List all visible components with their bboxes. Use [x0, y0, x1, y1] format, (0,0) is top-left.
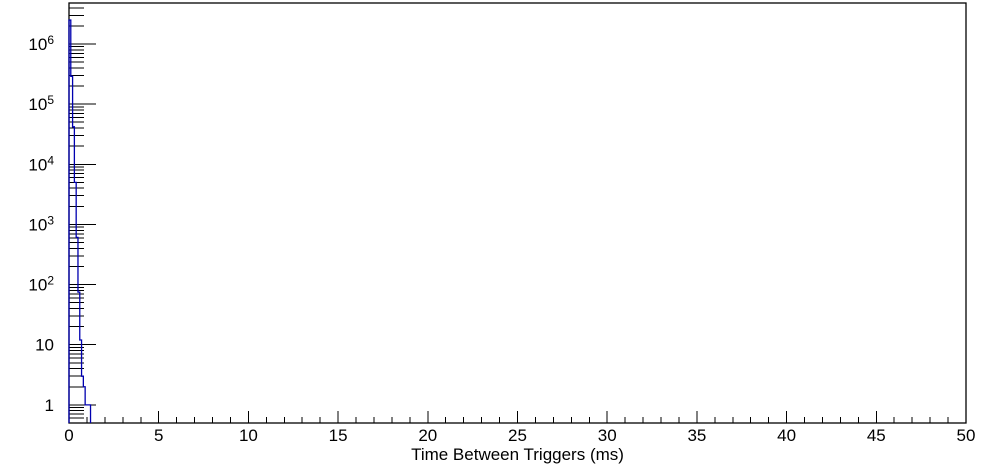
x-axis-tick-label: 50	[957, 426, 976, 445]
x-axis-tick-label: 40	[777, 426, 796, 445]
x-axis-tick-label: 25	[508, 426, 527, 445]
x-axis-title: Time Between Triggers (ms)	[411, 445, 624, 464]
y-axis-tick-label: 1	[45, 396, 54, 415]
x-axis-tick-label: 30	[598, 426, 617, 445]
x-axis-tick-label: 15	[329, 426, 348, 445]
y-axis-tick-label: 104	[28, 153, 54, 174]
x-axis-tick-label: 10	[239, 426, 258, 445]
plot-frame	[68, 2, 967, 424]
y-axis-tick-label: 105	[28, 93, 54, 114]
x-axis-tick-label: 20	[418, 426, 437, 445]
x-axis-tick-label: 5	[154, 426, 163, 445]
y-axis-tick-label: 10	[35, 336, 54, 355]
y-axis-tick-label: 103	[28, 213, 54, 234]
x-axis-tick-label: 35	[687, 426, 706, 445]
x-axis-tick-label: 0	[64, 426, 73, 445]
y-axis-tick-label: 102	[28, 274, 54, 295]
histogram-line	[68, 19, 92, 423]
x-axis-tick-label: 45	[867, 426, 886, 445]
y-axis-tick-label: 106	[28, 33, 54, 54]
